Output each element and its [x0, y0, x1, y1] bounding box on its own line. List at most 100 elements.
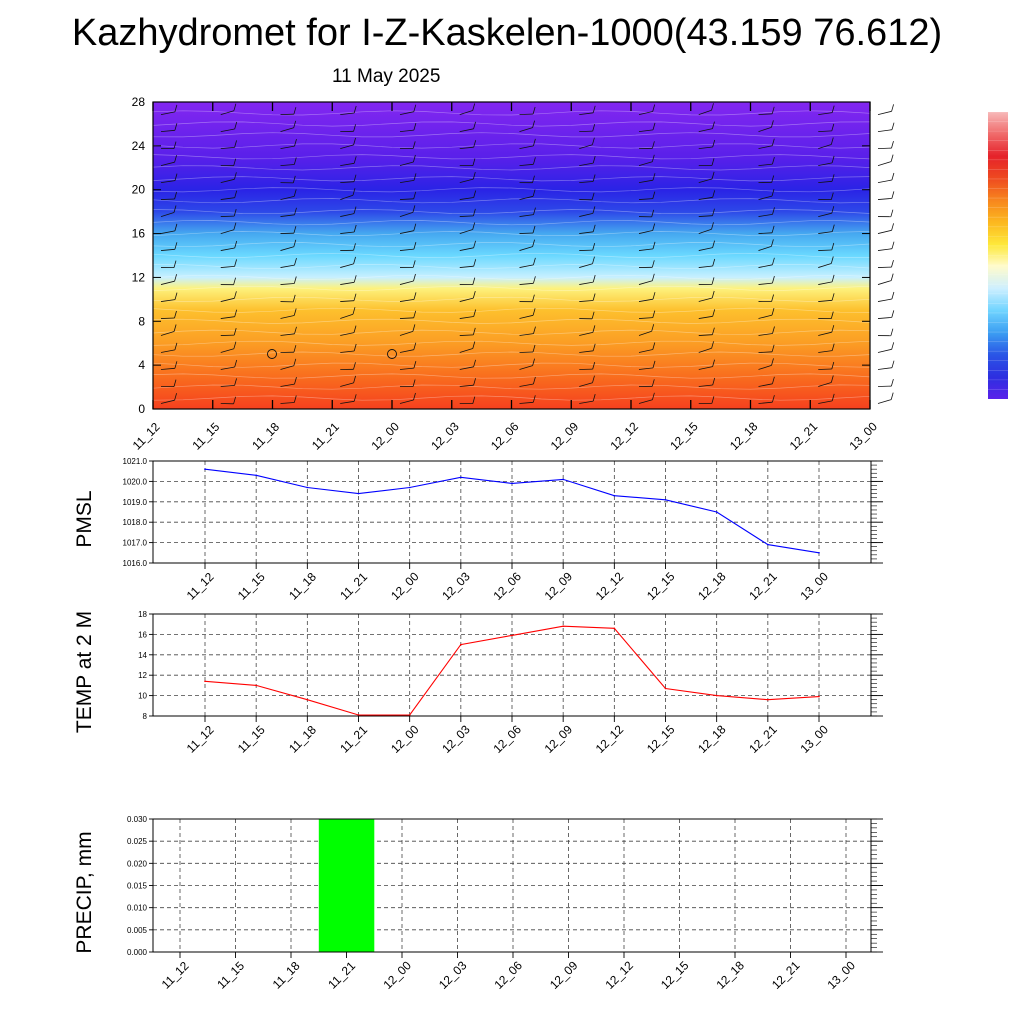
wind-barb	[638, 399, 653, 404]
precip-bar	[318, 819, 375, 952]
isoline	[152, 362, 871, 368]
y-tick-label: 8	[143, 712, 148, 721]
heatmap-y-tick-label: 8	[138, 314, 145, 328]
x-tick-label: 12_03	[439, 722, 473, 756]
wind-barb-flag	[771, 175, 775, 183]
wind-barb-flag	[533, 157, 536, 165]
wind-barb-flag	[293, 226, 297, 234]
panel-frame	[152, 613, 872, 717]
isoline	[152, 373, 871, 379]
wind-barb	[160, 180, 176, 183]
heatmap-x-tick-label: 12_06	[488, 419, 522, 453]
wind-barb	[399, 180, 415, 183]
wind-barb-flag	[473, 240, 476, 248]
wind-barb	[818, 400, 833, 404]
wind-barb-flag	[772, 376, 775, 384]
wind-barb-flag	[294, 376, 297, 385]
data-point	[664, 499, 667, 501]
wind-barb-flag	[234, 172, 237, 180]
wind-barb	[877, 129, 893, 132]
wind-barb-flag	[473, 359, 476, 367]
wind-barb-flag	[652, 342, 656, 350]
wind-barb-flag	[472, 290, 476, 299]
wind-barb	[818, 180, 833, 183]
data-point	[562, 625, 564, 627]
wind-barb-flag	[293, 157, 297, 165]
isoline	[152, 231, 871, 236]
wind-barb-flag	[233, 158, 237, 166]
x-tick-label: 12_00	[388, 722, 422, 756]
wind-barb-flag	[831, 393, 835, 402]
x-tick-label: 12_12	[593, 569, 627, 603]
wind-barb	[579, 112, 594, 116]
wind-barb	[698, 196, 713, 200]
heatmap-x-tick-label: 11_12	[130, 420, 163, 453]
wind-barb	[877, 348, 892, 353]
wind-barb	[160, 111, 175, 116]
wind-barb-flag	[771, 239, 774, 247]
precip-panel: 0.000 0.005 0.010 0.015 0.020 0.025 0.030 11_12…	[73, 815, 883, 992]
calm-wind-marker	[267, 349, 277, 359]
x-tick-label: 11_12	[184, 723, 217, 756]
isoline	[152, 209, 871, 215]
wind-barb-flag	[712, 327, 715, 335]
wind-barb	[579, 263, 593, 268]
wind-barb-flag	[772, 207, 775, 215]
wind-barb	[758, 195, 773, 200]
wind-barb	[758, 351, 773, 353]
wind-barb	[519, 232, 534, 234]
wind-barb-flag	[533, 376, 536, 385]
heatmap-x-tick-label: 12_00	[368, 419, 402, 453]
wind-barb-flag	[652, 360, 656, 369]
wind-barb-flag	[651, 260, 655, 268]
wind-barb-flag	[413, 241, 417, 250]
data-point	[613, 627, 616, 630]
isoline	[152, 121, 871, 127]
y-tick-label: 1020.0	[123, 477, 148, 486]
wind-barb	[519, 264, 534, 268]
figure-title: Kazhydromet for I-Z-Kaskelen-1000(43.159…	[71, 12, 943, 54]
wind-barb-flag	[413, 223, 417, 231]
wind-barb	[818, 212, 832, 217]
wind-barb	[280, 127, 294, 132]
wind-barb	[340, 162, 355, 166]
wind-barb	[399, 299, 415, 302]
isoline	[152, 110, 871, 116]
wind-barb	[160, 299, 176, 302]
data-point	[460, 476, 462, 479]
isoline	[152, 165, 871, 171]
wind-barb	[877, 248, 893, 251]
x-tick-label: 12_00	[388, 569, 422, 603]
wind-barb-flag	[353, 105, 357, 114]
wind-barb-flag	[473, 378, 476, 386]
wind-barb-flag	[591, 192, 595, 200]
wind-barb-flag	[651, 154, 655, 162]
wind-barb-flag	[831, 224, 835, 232]
wind-barb	[220, 147, 235, 149]
wind-barb-flag	[413, 392, 416, 401]
wind-barb-flag	[651, 379, 655, 387]
wind-barb-flag	[891, 104, 894, 112]
wind-barb	[579, 332, 593, 336]
wind-barb	[340, 213, 355, 217]
wind-barb	[877, 317, 892, 319]
heatmap-x-tick-label: 11_18	[249, 420, 282, 453]
wind-barb	[220, 197, 235, 200]
wind-barb	[340, 350, 355, 353]
wind-barb-flag	[652, 191, 656, 199]
data-point	[357, 714, 360, 716]
heatmap-y-tick-label: 16	[132, 227, 146, 241]
wind-barb	[579, 130, 593, 133]
wind-barb	[758, 383, 773, 387]
x-tick-label: 12_06	[490, 722, 524, 756]
wind-barb	[160, 198, 175, 200]
wind-barb	[638, 317, 653, 319]
y-tick-label: 12	[138, 671, 147, 680]
wind-barb-flag	[174, 173, 178, 181]
wind-barb-flag	[533, 138, 536, 147]
wind-barb	[459, 334, 474, 336]
wind-barb-flag	[174, 393, 177, 401]
wind-barb-flag	[711, 222, 714, 230]
wind-barb	[877, 229, 892, 234]
